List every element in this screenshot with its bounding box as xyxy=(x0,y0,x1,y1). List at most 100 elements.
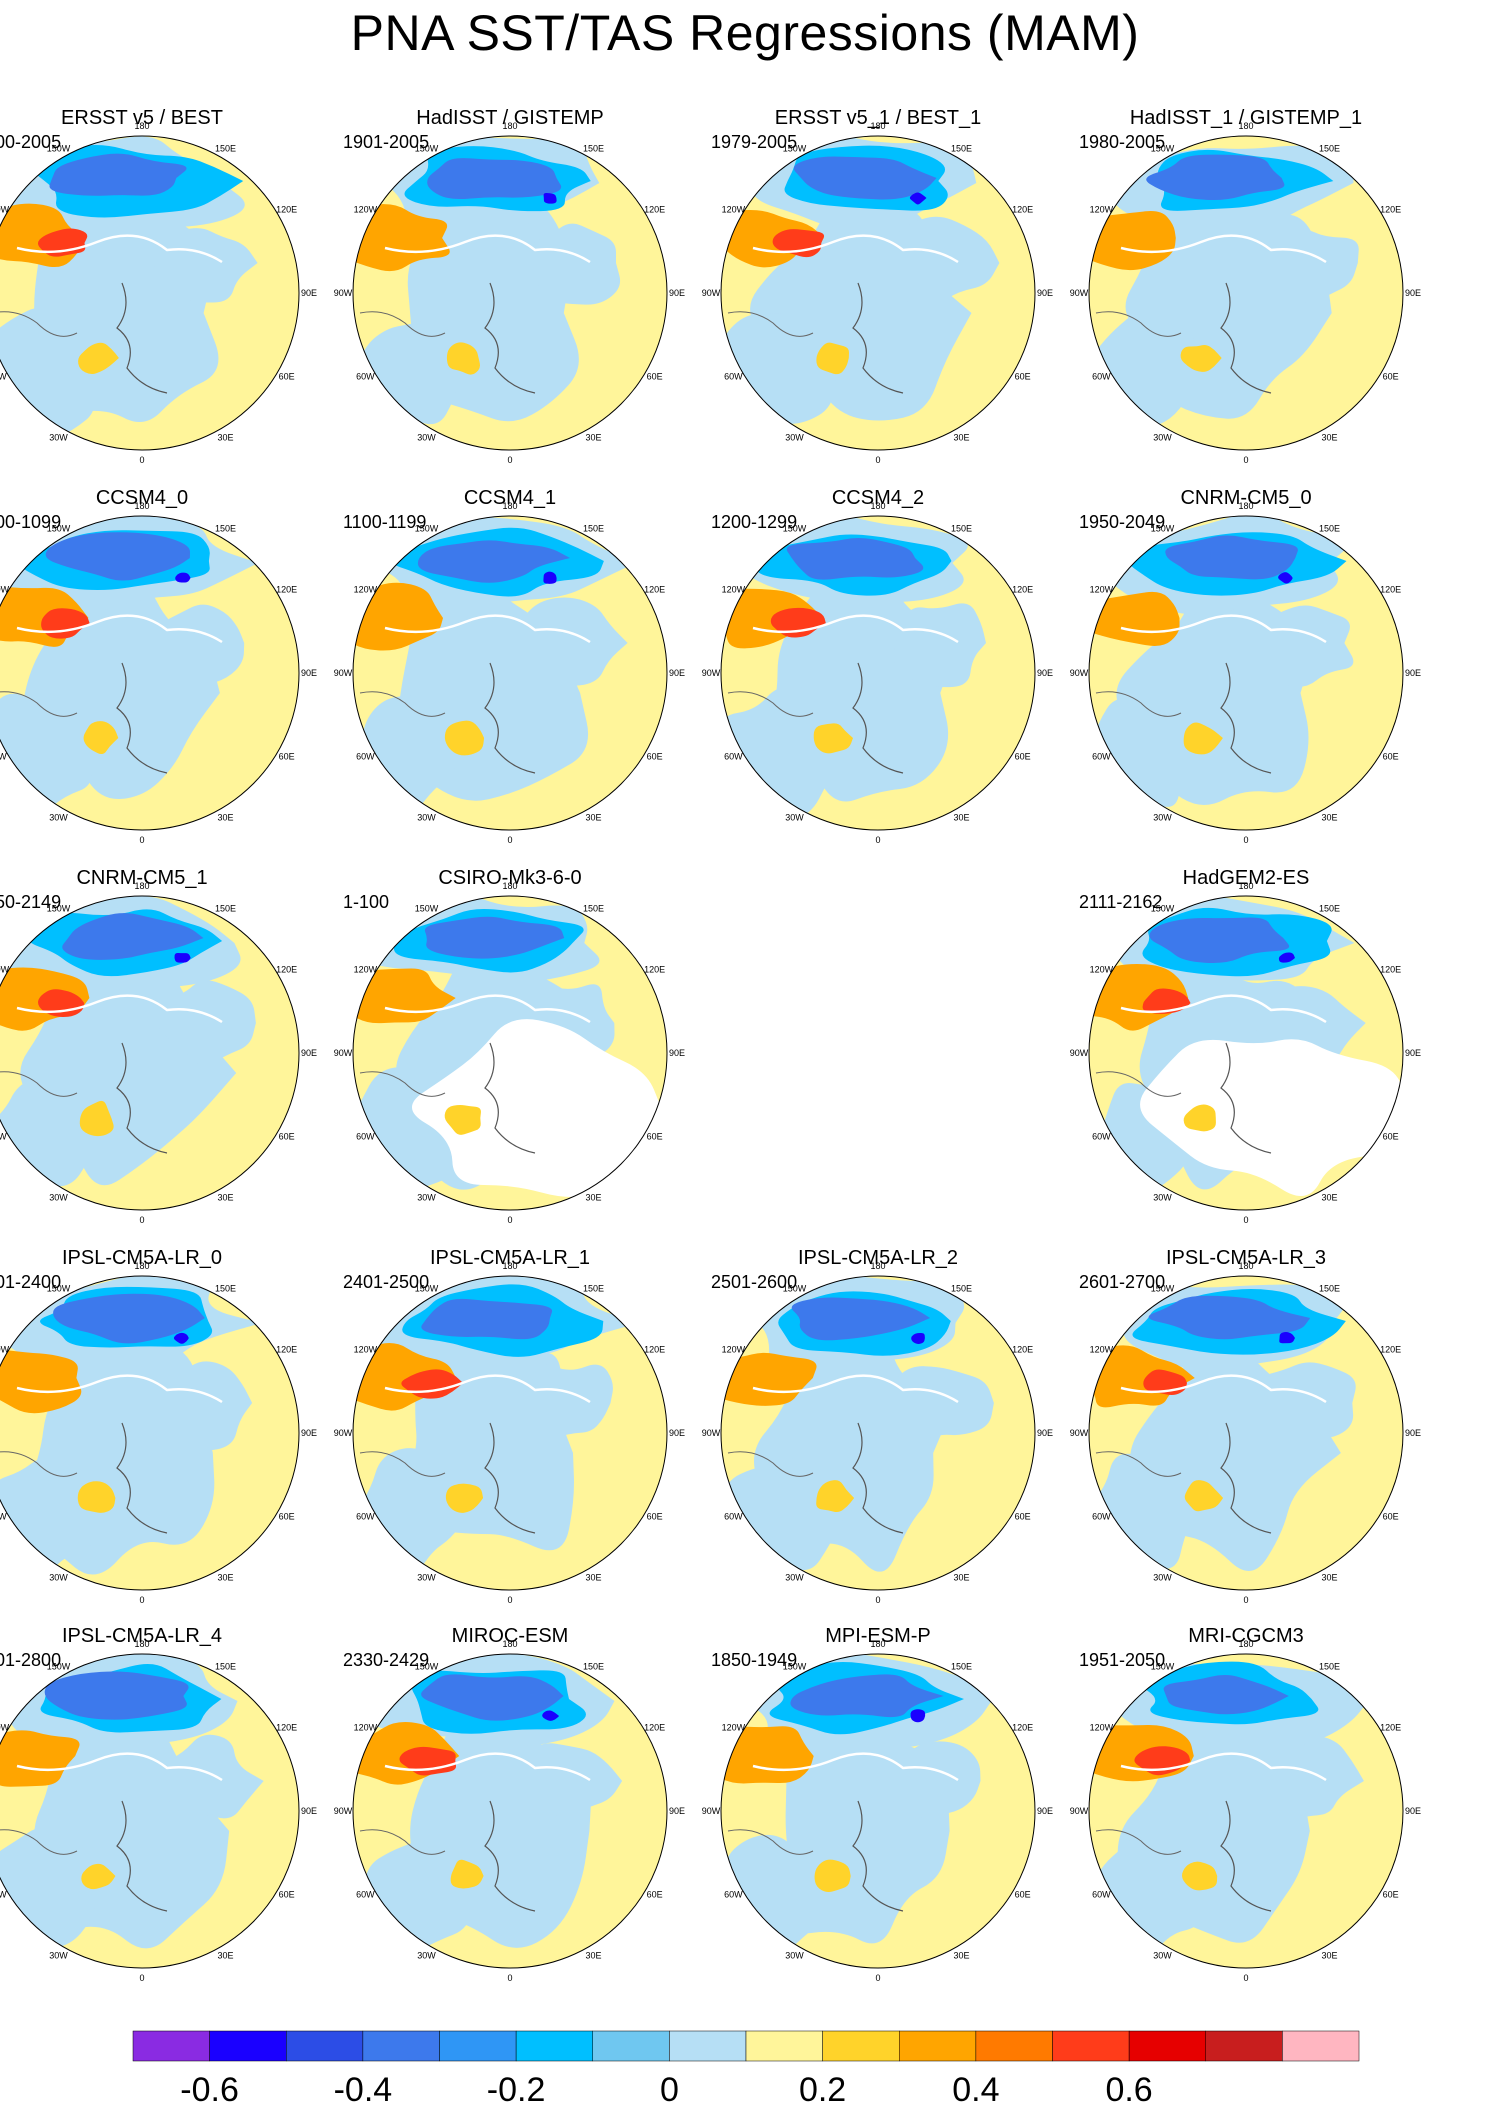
map-panel: HadISST / GISTEMP 1901-2005 180 150E 120E 90E… xyxy=(334,107,685,465)
field-region xyxy=(62,913,204,960)
longitude-label: 30W xyxy=(49,1573,68,1583)
field-region xyxy=(83,721,119,755)
longitude-label: 150E xyxy=(215,1283,236,1293)
panel-period: 1200-1299 xyxy=(711,512,797,532)
longitude-label: 60E xyxy=(279,372,295,382)
longitude-label: 120E xyxy=(1380,1723,1401,1733)
longitude-label: 30W xyxy=(417,813,436,823)
coastline xyxy=(0,311,78,337)
field-region xyxy=(0,1350,82,1414)
longitude-label: 150E xyxy=(1319,1661,1340,1671)
panel-period: 2111-2162 xyxy=(1079,892,1162,912)
coastline xyxy=(1120,234,1327,264)
longitude-label: 120E xyxy=(1380,205,1401,215)
map-panel: IPSL-CM5A-LR_02301-2400 180 150E 120E 90E 60E… xyxy=(0,1247,317,1605)
map-field xyxy=(1089,136,1403,450)
longitude-label: 90E xyxy=(301,1428,317,1438)
longitude-label: 90W xyxy=(1070,1428,1089,1438)
field-region xyxy=(911,1332,925,1345)
longitude-label: 0 xyxy=(1243,1973,1248,1983)
longitude-label: 60W xyxy=(724,1512,743,1522)
coastline xyxy=(852,662,904,774)
longitude-label: 30E xyxy=(953,1573,969,1583)
field-region xyxy=(154,228,258,303)
panel-title: CCSM4_2 xyxy=(832,487,924,509)
longitude-label: 120W xyxy=(354,585,378,595)
longitude-label: 30W xyxy=(49,1951,68,1961)
panel-period: 2701-2800 xyxy=(0,1650,61,1670)
colorbar: -0.6 -0.4 -0.2 0 0.2 0.4 0.6 xyxy=(132,2030,1360,2109)
longitude-label: 60W xyxy=(724,1890,743,1900)
coastline xyxy=(359,1451,446,1477)
coastline xyxy=(1095,1451,1182,1477)
longitude-label: 90W xyxy=(702,1806,721,1816)
field-region xyxy=(444,720,485,756)
coastline xyxy=(727,311,814,337)
field-region xyxy=(175,572,191,583)
field-region xyxy=(49,153,187,196)
field-region xyxy=(1259,1735,1364,1821)
longitude-label: 30E xyxy=(217,433,233,443)
field-region xyxy=(521,1743,623,1816)
panel-period: 1951-2050 xyxy=(1079,1650,1165,1670)
longitude-label: 180 xyxy=(134,881,149,891)
longitude-label: 60E xyxy=(647,372,663,382)
field-region xyxy=(421,1298,553,1340)
longitude-label: 60W xyxy=(1092,372,1111,382)
map-outline xyxy=(1088,895,1404,1211)
longitude-label: 120E xyxy=(276,205,297,215)
longitude-label: 150E xyxy=(583,1283,604,1293)
longitude-label: 90W xyxy=(1070,668,1089,678)
longitude-label: 90E xyxy=(301,1806,317,1816)
map-field xyxy=(1089,1276,1403,1590)
longitude-label: 180 xyxy=(870,501,885,511)
coastline xyxy=(727,1829,814,1855)
panel-title: IPSL-CM5A-LR_2 xyxy=(798,1247,958,1269)
longitude-label: 30E xyxy=(585,433,601,443)
colorbar-tick-label: 0.2 xyxy=(799,2071,846,2109)
field-region xyxy=(446,342,481,375)
longitude-label: 120E xyxy=(1012,1723,1033,1733)
panel-title: CNRM-CM5_0 xyxy=(1180,487,1311,509)
longitude-label: 120W xyxy=(1090,205,1114,215)
panel-period: 2330-2429 xyxy=(343,1650,429,1670)
longitude-label: 180 xyxy=(502,1639,517,1649)
field-region xyxy=(909,192,927,205)
colorbar-tick-label: -0.2 xyxy=(487,2071,546,2109)
longitude-label: 60E xyxy=(279,752,295,762)
field-region xyxy=(721,312,837,424)
map-outline xyxy=(1088,1653,1404,1969)
panel-title: CCSM4_0 xyxy=(96,487,188,509)
longitude-label: 60W xyxy=(724,752,743,762)
longitude-label: 30W xyxy=(417,1951,436,1961)
longitude-label: 60W xyxy=(0,372,7,382)
longitude-label: 0 xyxy=(139,1595,144,1605)
field-region xyxy=(786,537,924,580)
longitude-label: 30W xyxy=(417,433,436,443)
map-panel: MPI-ESM-P 1850-1949 180 150E 120E 90E 60E 30E 0 3… xyxy=(702,1625,1053,1983)
longitude-label: 150W xyxy=(415,523,439,533)
panel-period: 2050-2149 xyxy=(0,892,61,912)
coastline xyxy=(359,691,446,717)
coastline xyxy=(384,1752,591,1782)
longitude-label: 150W xyxy=(1151,1661,1175,1671)
longitude-label: 60E xyxy=(1015,1512,1031,1522)
colorbar-tick-label: -0.6 xyxy=(180,2071,239,2109)
longitude-label: 90W xyxy=(334,1048,353,1058)
longitude-label: 90E xyxy=(669,288,685,298)
longitude-label: 150E xyxy=(215,143,236,153)
map-field xyxy=(353,1276,667,1590)
colorbar-swatch xyxy=(592,2030,670,2062)
longitude-label: 0 xyxy=(875,1595,880,1605)
longitude-label: 120E xyxy=(276,1723,297,1733)
longitude-label: 0 xyxy=(507,1973,512,1983)
longitude-label: 30E xyxy=(1321,1573,1337,1583)
map-outline xyxy=(1088,515,1404,831)
longitude-label: 150W xyxy=(47,523,71,533)
map-outline xyxy=(0,515,300,831)
map-field xyxy=(1089,1654,1403,1968)
longitude-label: 60E xyxy=(1383,372,1399,382)
longitude-label: 90E xyxy=(1405,668,1421,678)
coastline xyxy=(16,1752,223,1782)
